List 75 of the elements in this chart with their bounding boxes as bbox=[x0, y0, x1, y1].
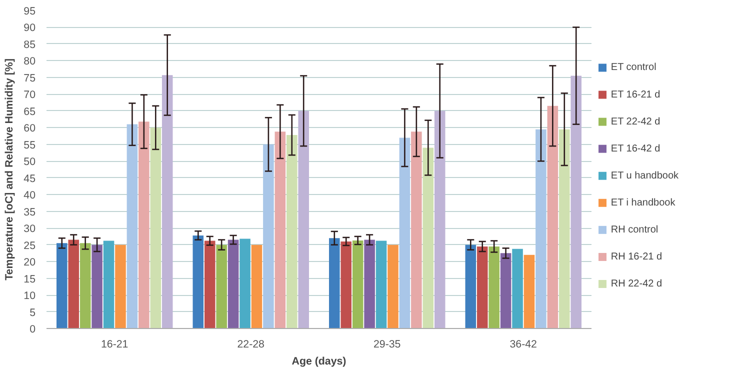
y-tick-label: 95 bbox=[24, 6, 36, 18]
bar bbox=[56, 243, 68, 328]
bar bbox=[340, 241, 352, 328]
y-tick-label: 80 bbox=[24, 56, 36, 68]
x-axis-title: Age (days) bbox=[292, 356, 347, 368]
bar bbox=[115, 244, 126, 328]
bar bbox=[204, 240, 216, 328]
bar bbox=[465, 244, 476, 328]
bar bbox=[192, 235, 204, 328]
y-tick-label: 35 bbox=[24, 206, 36, 218]
y-tick-label: 65 bbox=[24, 106, 36, 118]
y-tick-label: 30 bbox=[24, 223, 36, 236]
y-tick-label: 70 bbox=[24, 89, 36, 102]
y-tick-label: 55 bbox=[24, 139, 36, 152]
bar bbox=[500, 253, 512, 328]
bar bbox=[138, 122, 150, 328]
y-axis-title: Temperature [oC] and Relative Humidity [%] bbox=[4, 58, 16, 280]
bar bbox=[298, 110, 309, 328]
y-tick-label: 75 bbox=[24, 72, 36, 84]
y-tick-label: 50 bbox=[24, 156, 36, 168]
y-tick-label: 45 bbox=[24, 172, 36, 185]
y-tick-label: 15 bbox=[24, 273, 36, 286]
y-tick-label: 25 bbox=[24, 240, 36, 252]
bar bbox=[263, 144, 274, 328]
legend-label: RH control bbox=[610, 224, 658, 236]
bar bbox=[329, 238, 340, 328]
bar bbox=[536, 129, 546, 328]
y-tick-label: 20 bbox=[24, 256, 36, 269]
bar bbox=[512, 248, 523, 328]
bar bbox=[524, 254, 535, 328]
bar bbox=[422, 148, 434, 328]
y-tick-label: 90 bbox=[24, 22, 36, 34]
bar bbox=[411, 132, 422, 328]
x-tick-label: 16-21 bbox=[101, 338, 128, 350]
legend-label: RH 22-42 d bbox=[610, 278, 662, 290]
bar bbox=[434, 110, 446, 328]
y-tick-label: 0 bbox=[30, 324, 36, 336]
bar bbox=[547, 106, 558, 328]
bar bbox=[364, 240, 375, 328]
y-tick-label: 85 bbox=[24, 38, 36, 51]
bar bbox=[274, 132, 286, 328]
bar bbox=[68, 240, 80, 328]
bar bbox=[488, 246, 500, 328]
bar bbox=[216, 244, 227, 328]
bar bbox=[352, 240, 364, 328]
bar bbox=[376, 240, 387, 328]
bar bbox=[228, 240, 239, 328]
bar bbox=[570, 76, 582, 328]
bar bbox=[558, 129, 570, 328]
legend-label: ET u handbook bbox=[610, 170, 680, 182]
y-tick-label: 40 bbox=[24, 190, 36, 202]
legend-label: ET 22-42 d bbox=[610, 116, 660, 128]
bar bbox=[388, 244, 398, 328]
x-tick-label: 29-35 bbox=[374, 338, 401, 350]
y-tick-label: 5 bbox=[30, 306, 36, 319]
bar bbox=[150, 128, 162, 328]
x-tick-label: 22-28 bbox=[237, 338, 265, 350]
bar bbox=[251, 244, 262, 328]
y-tick-label: 10 bbox=[24, 290, 36, 302]
legend-label: ET i handbook bbox=[610, 197, 676, 208]
legend-label: RH 16-21 d bbox=[610, 251, 662, 262]
x-tick-label: 36-42 bbox=[510, 338, 538, 350]
legend-label: ET control bbox=[610, 62, 656, 74]
bar bbox=[92, 244, 102, 328]
bar bbox=[162, 75, 173, 328]
bar bbox=[240, 238, 250, 328]
bar bbox=[80, 243, 91, 328]
bar bbox=[286, 135, 298, 328]
bar bbox=[103, 240, 114, 328]
y-tick-label: 60 bbox=[24, 122, 36, 135]
legend-label: ET 16-42 d bbox=[610, 143, 660, 154]
legend-label: ET 16-21 d bbox=[610, 89, 660, 100]
bar bbox=[476, 246, 488, 328]
bar bbox=[399, 138, 410, 328]
bar bbox=[126, 124, 138, 328]
